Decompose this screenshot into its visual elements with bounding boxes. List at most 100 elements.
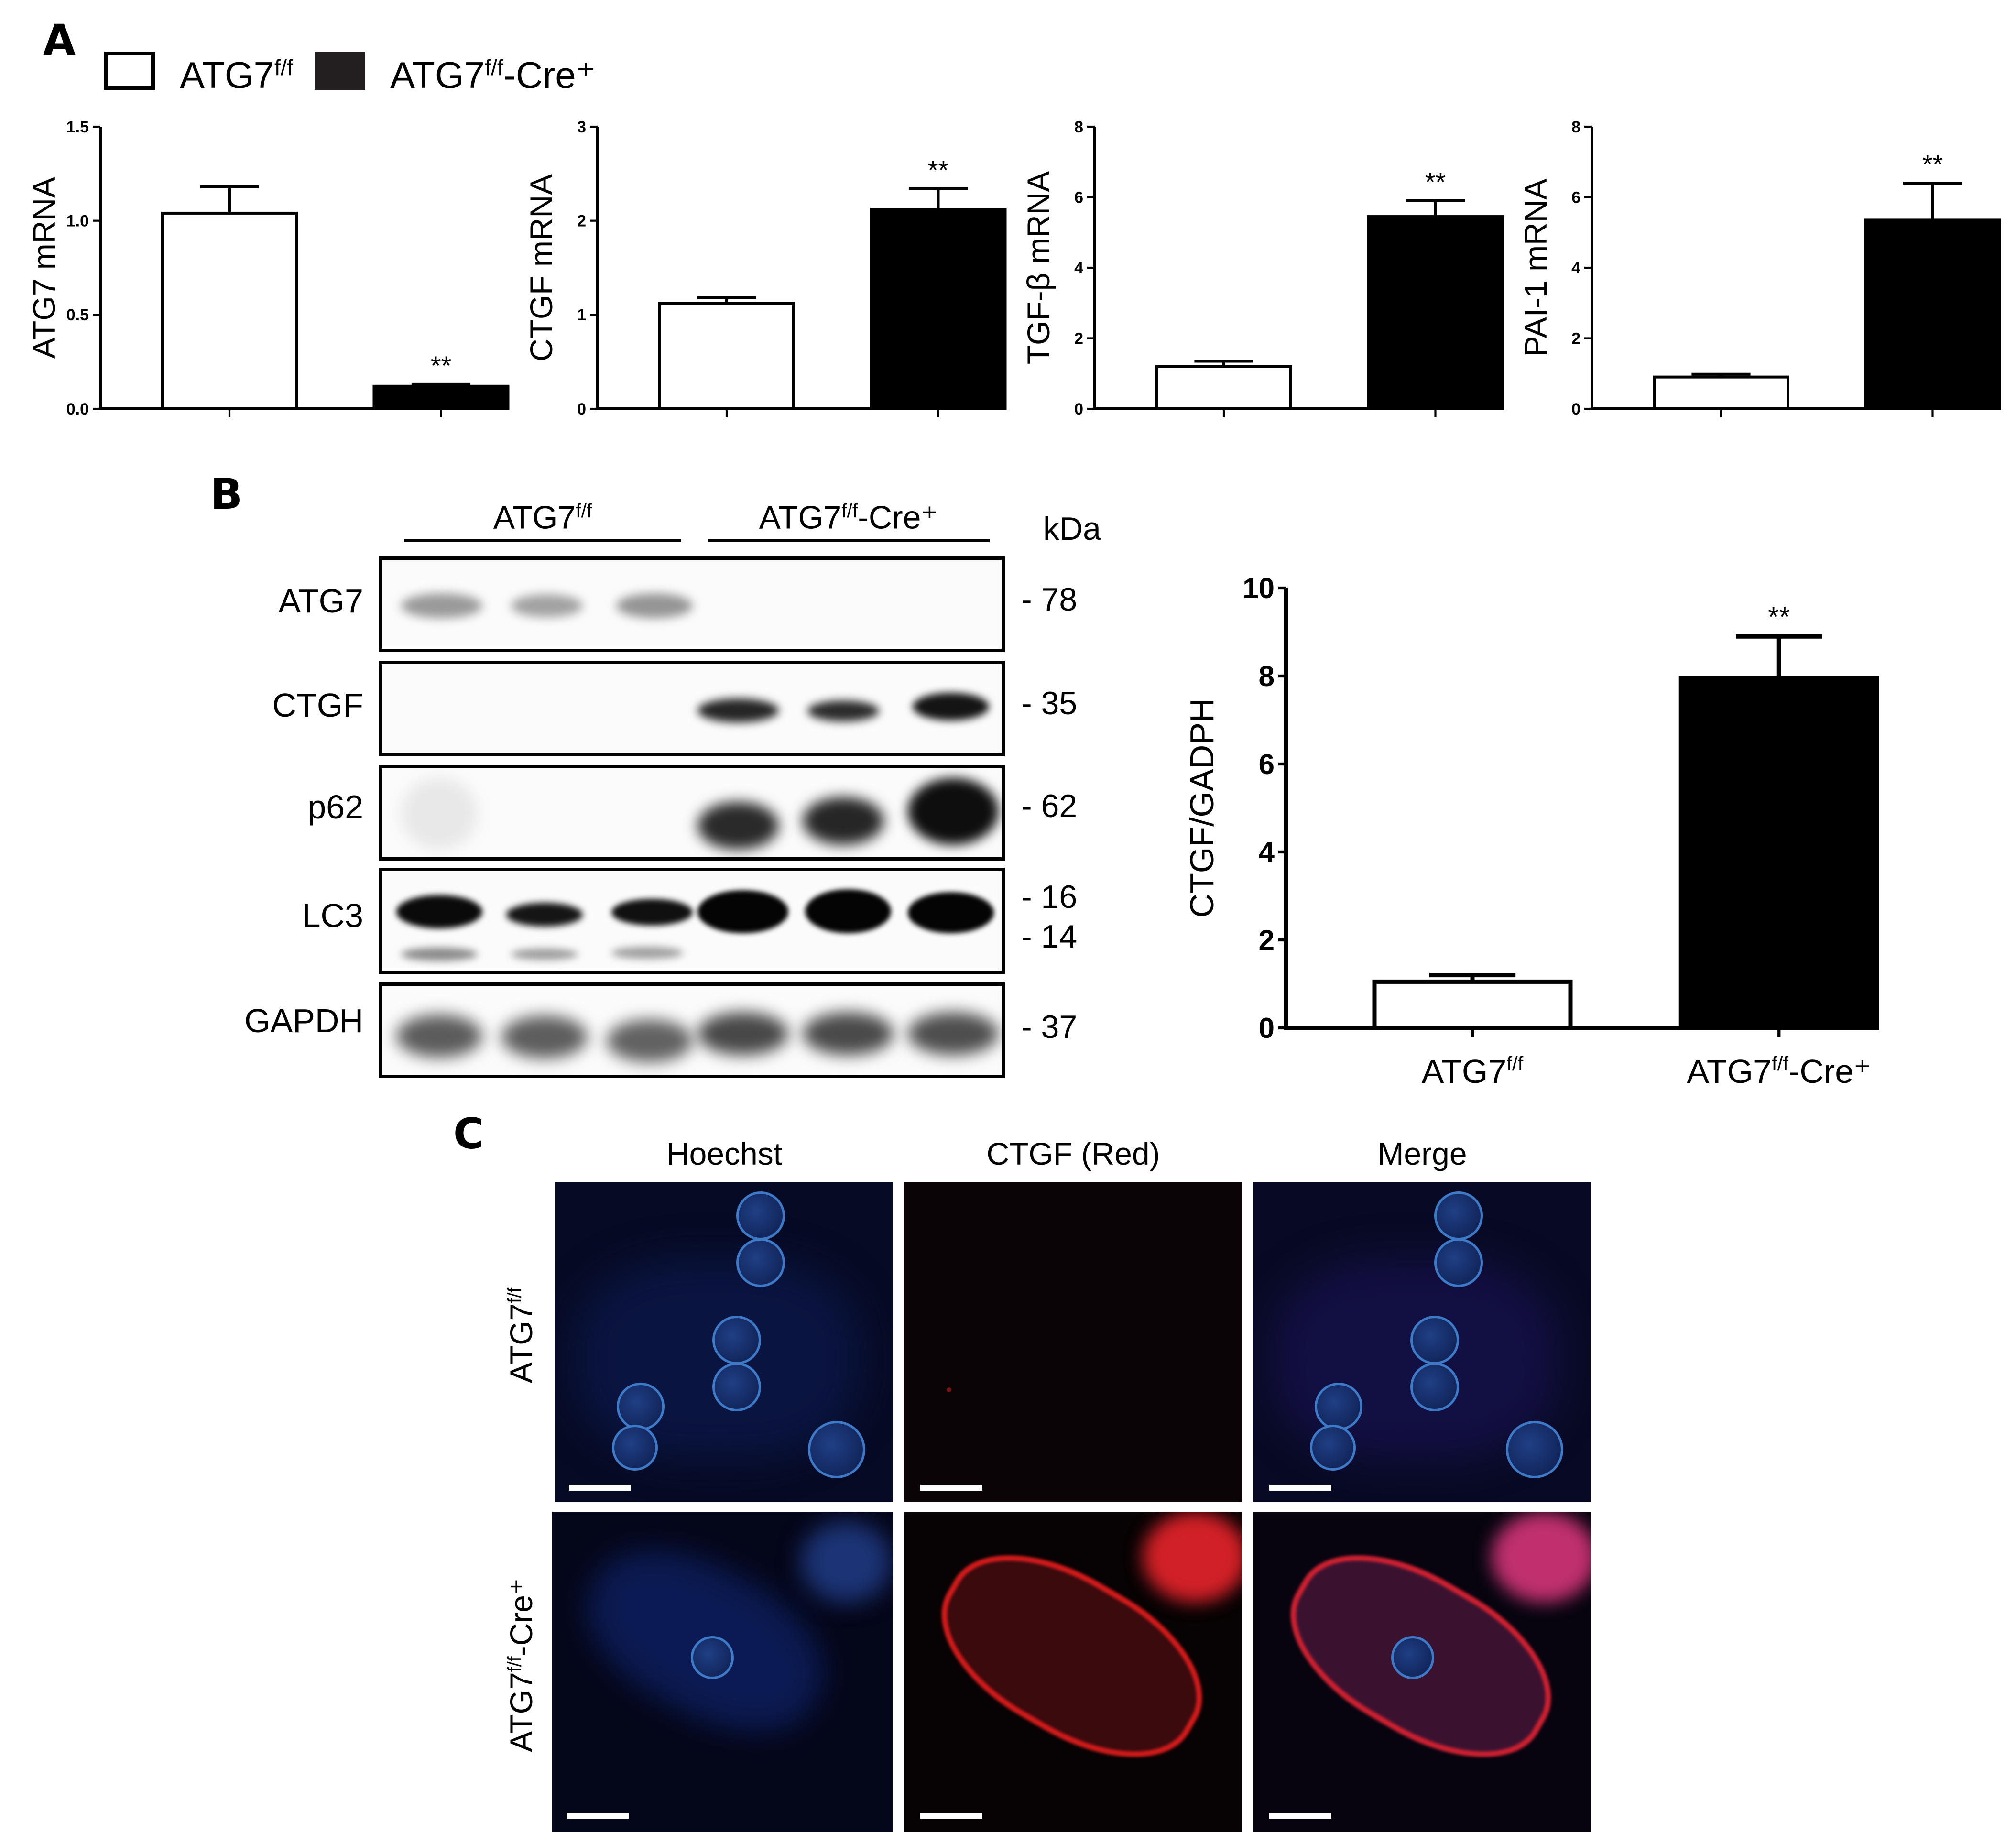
band (401, 593, 482, 618)
row-title-knockout-suffix: -Cre⁺ (503, 1578, 539, 1657)
kda-value: 37 (1041, 1009, 1078, 1045)
nucleus (1434, 1238, 1483, 1287)
x-tick-label: ATG7f/f (1422, 1052, 1524, 1090)
band (697, 1012, 788, 1055)
nucleus (617, 1383, 665, 1430)
legend-label-knockout-suffix: -Cre⁺ (503, 54, 596, 96)
bar-control (658, 302, 795, 410)
wb-group-knockout-sup: f/f (841, 500, 858, 522)
scale-bar (1269, 1485, 1331, 1491)
kda-value: 14 (1041, 918, 1078, 955)
kda-marker-14: - 14 (1021, 918, 1078, 955)
kda-marker-78: - 78 (1021, 581, 1078, 618)
legend-label-knockout-main: ATG7 (390, 54, 485, 96)
x-tick-label-main: ATG7 (1422, 1053, 1507, 1090)
band (908, 892, 994, 933)
chart-pai1-mrna: 0 2 4 6 8 PAI-1 mRNA ** (1518, 118, 2001, 418)
kda-value: 78 (1041, 581, 1078, 618)
bar-control (1155, 365, 1292, 410)
nucleus (612, 1425, 658, 1471)
y-tick-label: 6 (1074, 188, 1083, 207)
y-tick-label: 6 (1571, 188, 1580, 207)
wb-group-knockout-main: ATG7 (759, 499, 842, 536)
wb-label-gapdh: GAPDH (244, 1002, 363, 1039)
nucleus (1434, 1191, 1483, 1240)
cell-body (1143, 1512, 1242, 1603)
scale-bar (567, 1813, 629, 1819)
kda-marker-62: - 62 (1021, 788, 1078, 824)
y-tick-label: 2 (577, 212, 586, 230)
image-hoechst-control (555, 1182, 893, 1502)
y-tick-label: 2 (1074, 329, 1083, 348)
y-tick-label: 0 (1571, 400, 1580, 418)
row-title-knockout-sup: f/f (504, 1656, 525, 1672)
chart-tgfb-mrna: 0 2 4 6 8 TGF-β mRNA ** (1021, 118, 1504, 418)
kda-value: 62 (1041, 788, 1078, 824)
scale-bar (920, 1485, 982, 1491)
wb-group-label-control: ATG7f/f (404, 501, 681, 534)
y-tick-label: 2 (1571, 329, 1580, 348)
legend-label-knockout: ATG7f/f-Cre⁺ (390, 56, 596, 94)
row-title-control-sup: f/f (504, 1287, 525, 1303)
legend-label-control-sup: f/f (274, 55, 293, 80)
y-tick-label: 4 (1259, 836, 1275, 868)
band (803, 797, 884, 845)
nucleus (712, 1316, 761, 1364)
y-axis-label: CTGF mRNA (523, 174, 559, 361)
band (913, 693, 989, 720)
row-title-control-main: ATG7 (503, 1303, 539, 1384)
kda-header: kDa (1043, 511, 1101, 547)
nucleus (808, 1421, 865, 1478)
band (506, 903, 583, 927)
kda-value: 16 (1041, 879, 1078, 915)
y-tick-label: 0.5 (66, 306, 89, 324)
band (697, 698, 779, 722)
chart-ctgf-mrna: 0 1 2 3 CTGF mRNA ** (523, 118, 1007, 418)
panel-label-c: C (453, 1109, 484, 1158)
bar-knockout (1864, 218, 2001, 410)
band (697, 802, 779, 850)
x-tick-label-suffix: -Cre⁺ (1788, 1053, 1871, 1090)
cell-body (1272, 1258, 1558, 1459)
column-title-hoechst: Hoechst (666, 1136, 783, 1171)
image-merge-control (1253, 1182, 1591, 1502)
x-tick-label-main: ATG7 (1687, 1053, 1772, 1090)
wb-label-p62: p62 (307, 788, 363, 826)
x-tick-label-sup: f/f (1772, 1052, 1788, 1075)
y-axis-label: CTGF/GADPH (1183, 698, 1220, 918)
row-title-control: ATG7f/f (503, 1168, 539, 1503)
bar-control (161, 211, 298, 411)
wb-group-control-sup: f/f (576, 500, 592, 522)
legend-swatch-control (104, 52, 155, 90)
blot-atg7 (379, 556, 1005, 652)
nucleus (1410, 1316, 1459, 1364)
bar-knockout (372, 384, 510, 410)
blot-lc3 (379, 868, 1005, 974)
band (396, 1015, 482, 1058)
band (807, 700, 879, 721)
bar-knockout (870, 208, 1007, 410)
scale-bar (920, 1813, 982, 1819)
y-axis-label: PAI-1 mRNA (1518, 179, 1553, 357)
y-tick-label: 0 (1259, 1012, 1275, 1044)
red-signal (947, 1387, 951, 1392)
significance-label: ** (1922, 149, 1943, 179)
x-tick-label: ATG7f/f-Cre⁺ (1687, 1052, 1871, 1090)
bar-control (1372, 979, 1573, 1030)
y-tick-label: 8 (1259, 660, 1275, 692)
nucleus (736, 1238, 785, 1287)
wb-group-control-main: ATG7 (493, 499, 576, 536)
chart-atg7-mrna: 0.0 0.5 1.0 1.5 ATG7 mRNA ** (26, 118, 510, 418)
band (616, 593, 693, 618)
band (611, 947, 683, 959)
wb-group-line-control (404, 539, 681, 542)
kda-marker-35: - 35 (1021, 685, 1078, 721)
band (908, 1012, 999, 1055)
band (511, 594, 583, 617)
wb-group-line-knockout (708, 539, 990, 542)
scale-bar (569, 1485, 631, 1491)
band (607, 1019, 693, 1062)
y-axis-label: ATG7 mRNA (26, 177, 62, 359)
y-tick-label: 8 (1074, 118, 1083, 136)
